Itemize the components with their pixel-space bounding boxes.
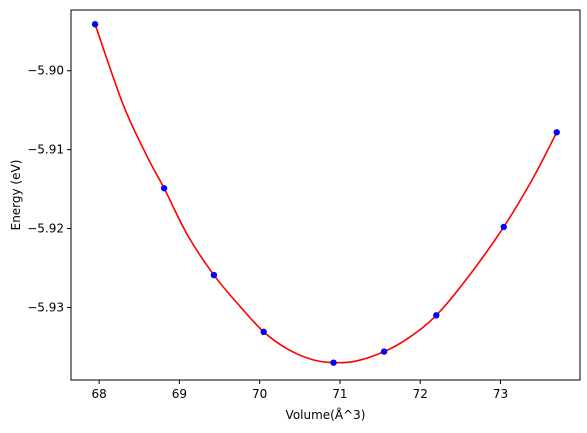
data-point [553,129,560,136]
x-tick-label: 70 [252,387,267,401]
data-point [330,359,337,366]
y-tick-label: −5.93 [27,300,64,314]
y-tick-label: −5.90 [27,64,64,78]
data-point [91,21,99,28]
axes-frame [70,9,581,381]
x-tick-label: 72 [413,387,428,401]
data-point [210,271,218,279]
data-point [433,312,440,319]
y-tick-label: −5.92 [27,222,64,236]
x-tick-label: 73 [493,387,508,401]
data-point [380,348,388,355]
x-tick-label: 69 [172,387,187,401]
y-tick-label: −5.91 [27,143,64,157]
data-point [160,185,168,192]
tick-marks: 68 69 70 71 72 73 −5.93 −5.92 −5.91 −5.90 [27,64,508,401]
plot-area [91,21,560,366]
data-point [500,223,507,231]
y-axis-label: Energy (eV) [9,160,23,231]
data-point [260,328,267,336]
x-tick-label: 68 [91,387,106,401]
fit-curve-line [94,23,558,364]
x-axis-label: Volume(Å^3) [286,407,366,422]
x-tick-label: 71 [332,387,347,401]
